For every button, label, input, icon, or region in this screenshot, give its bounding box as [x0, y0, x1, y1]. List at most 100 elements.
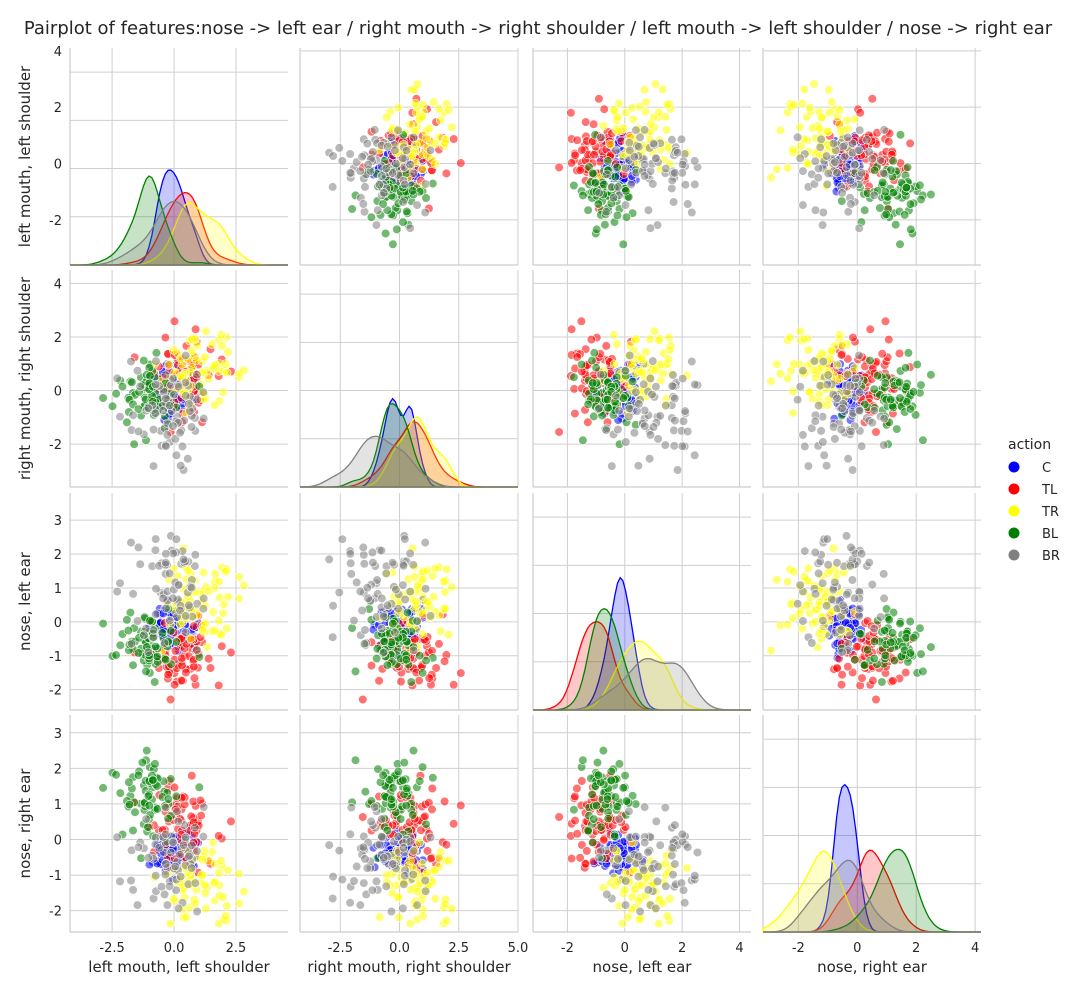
- point-BL: [869, 653, 879, 664]
- point-BR: [133, 426, 144, 437]
- point-BR: [160, 869, 170, 880]
- panel-2-3: [762, 493, 981, 711]
- point-BR: [172, 806, 182, 816]
- point-TR: [187, 334, 197, 344]
- point-TR: [239, 886, 249, 897]
- point-BR: [678, 159, 688, 170]
- point-BL: [98, 783, 108, 793]
- legend-title: action: [1008, 437, 1051, 453]
- point-TL: [440, 796, 450, 807]
- point-TR: [234, 572, 244, 582]
- point-TR: [423, 597, 433, 607]
- panel-0-2: [532, 48, 751, 266]
- point-BL: [621, 212, 632, 222]
- point-BR: [359, 207, 370, 217]
- point-BR: [875, 155, 886, 165]
- point-BL: [98, 618, 108, 629]
- point-BR: [596, 370, 606, 380]
- point-TR: [654, 335, 664, 345]
- point-BR: [399, 879, 409, 889]
- point-BR: [798, 616, 808, 626]
- point-TR: [218, 387, 228, 397]
- point-BR: [817, 578, 828, 588]
- point-TR: [766, 173, 776, 183]
- point-BR: [162, 430, 172, 440]
- point-BL: [862, 645, 873, 655]
- point-BL: [888, 188, 898, 198]
- point-BL: [122, 615, 132, 625]
- point-TL: [572, 783, 582, 794]
- point-BR: [690, 450, 700, 460]
- point-BR: [346, 802, 356, 813]
- point-BR: [128, 589, 138, 599]
- x-tick-label: 4: [971, 941, 979, 956]
- point-TL: [456, 158, 466, 168]
- point-BL: [350, 666, 361, 677]
- point-BL: [860, 660, 870, 670]
- point-BR: [690, 179, 700, 189]
- legend-label-BR: BR: [1042, 549, 1060, 564]
- point-BR: [381, 568, 391, 579]
- panel-grid: 4 2 0 -2 left mouth, left shoulder 4 2 0 -2 right…: [16, 45, 981, 976]
- point-BL: [908, 633, 919, 643]
- point-BR: [867, 154, 877, 164]
- point-TR: [817, 112, 827, 122]
- point-TL: [588, 119, 599, 129]
- point-BR: [190, 550, 200, 560]
- point-TR: [418, 629, 428, 639]
- point-BL: [129, 439, 139, 449]
- point-BL: [408, 810, 418, 820]
- point-BR: [795, 382, 805, 392]
- point-BR: [810, 589, 821, 599]
- point-BR: [381, 164, 391, 174]
- point-BR: [390, 145, 400, 155]
- point-BL: [583, 825, 593, 836]
- point-BR: [176, 871, 186, 882]
- point-BR: [359, 878, 369, 888]
- point-BR: [690, 379, 700, 390]
- point-BR: [651, 153, 661, 163]
- point-TL: [217, 641, 227, 651]
- point-TL: [169, 316, 180, 326]
- point-BR: [798, 200, 808, 210]
- point-TL: [214, 831, 224, 841]
- point-BR: [677, 441, 687, 451]
- point-BL: [143, 791, 153, 801]
- point-BR: [818, 615, 828, 626]
- point-BR: [198, 604, 208, 614]
- point-BR: [798, 366, 808, 376]
- point-TR: [418, 100, 428, 110]
- point-BR: [633, 871, 644, 882]
- point-TR: [429, 97, 439, 107]
- point-BR: [408, 132, 419, 143]
- point-BL: [888, 156, 898, 166]
- point-TL: [837, 670, 847, 680]
- point-BR: [809, 356, 820, 366]
- point-BR: [412, 616, 422, 626]
- point-TL: [427, 783, 437, 794]
- point-BL: [401, 800, 411, 811]
- point-BR: [179, 840, 189, 850]
- point-BR: [405, 159, 415, 170]
- point-BR: [132, 616, 143, 626]
- point-BR: [608, 843, 619, 853]
- point-TR: [803, 345, 813, 355]
- point-BR: [127, 639, 137, 649]
- point-BR: [594, 188, 604, 198]
- point-BR: [168, 421, 178, 431]
- point-BR: [359, 639, 370, 649]
- point-BR: [854, 350, 864, 361]
- point-TL: [566, 324, 577, 334]
- point-TL: [586, 335, 597, 345]
- x-tick-label: 0.0: [389, 941, 410, 956]
- point-BR: [816, 426, 826, 436]
- point-BR: [400, 534, 410, 544]
- point-BL: [895, 618, 905, 629]
- point-BR: [388, 168, 398, 178]
- point-BR: [168, 593, 178, 603]
- point-TL: [189, 673, 200, 683]
- point-TR: [434, 104, 444, 114]
- point-BR: [151, 871, 161, 881]
- point-TR: [663, 354, 673, 364]
- point-BL: [396, 814, 406, 824]
